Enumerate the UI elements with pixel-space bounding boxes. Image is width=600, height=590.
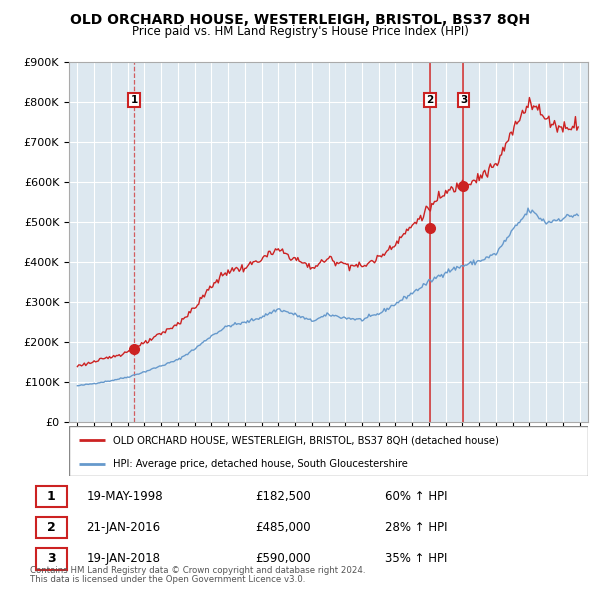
Text: 19-JAN-2018: 19-JAN-2018 bbox=[86, 552, 160, 565]
Text: 2: 2 bbox=[427, 95, 434, 105]
Text: £590,000: £590,000 bbox=[256, 552, 311, 565]
Text: 1: 1 bbox=[130, 95, 137, 105]
Text: 21-JAN-2016: 21-JAN-2016 bbox=[86, 521, 161, 535]
Text: £182,500: £182,500 bbox=[256, 490, 311, 503]
FancyBboxPatch shape bbox=[35, 517, 67, 539]
Text: 60% ↑ HPI: 60% ↑ HPI bbox=[385, 490, 448, 503]
Text: Contains HM Land Registry data © Crown copyright and database right 2024.: Contains HM Land Registry data © Crown c… bbox=[30, 566, 365, 575]
FancyBboxPatch shape bbox=[35, 486, 67, 507]
Text: 3: 3 bbox=[47, 552, 55, 565]
FancyBboxPatch shape bbox=[35, 548, 67, 569]
Text: 28% ↑ HPI: 28% ↑ HPI bbox=[385, 521, 448, 535]
Text: 2: 2 bbox=[47, 521, 56, 535]
Text: Price paid vs. HM Land Registry's House Price Index (HPI): Price paid vs. HM Land Registry's House … bbox=[131, 25, 469, 38]
Text: OLD ORCHARD HOUSE, WESTERLEIGH, BRISTOL, BS37 8QH: OLD ORCHARD HOUSE, WESTERLEIGH, BRISTOL,… bbox=[70, 13, 530, 27]
Text: This data is licensed under the Open Government Licence v3.0.: This data is licensed under the Open Gov… bbox=[30, 575, 305, 584]
Text: OLD ORCHARD HOUSE, WESTERLEIGH, BRISTOL, BS37 8QH (detached house): OLD ORCHARD HOUSE, WESTERLEIGH, BRISTOL,… bbox=[113, 435, 499, 445]
FancyBboxPatch shape bbox=[69, 426, 588, 476]
Text: HPI: Average price, detached house, South Gloucestershire: HPI: Average price, detached house, Sout… bbox=[113, 458, 408, 468]
Text: £485,000: £485,000 bbox=[256, 521, 311, 535]
Text: 3: 3 bbox=[460, 95, 467, 105]
Text: 19-MAY-1998: 19-MAY-1998 bbox=[86, 490, 163, 503]
Text: 35% ↑ HPI: 35% ↑ HPI bbox=[385, 552, 448, 565]
Text: 1: 1 bbox=[47, 490, 56, 503]
